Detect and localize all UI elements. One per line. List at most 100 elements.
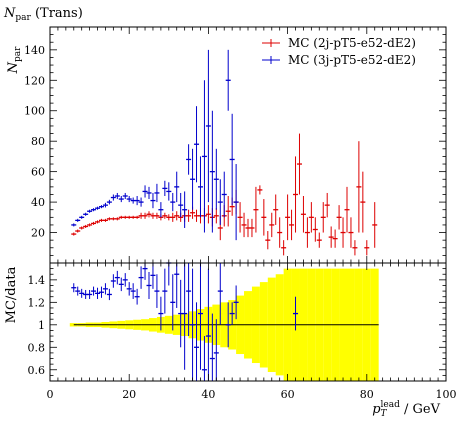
- series-0-point-68: [340, 217, 346, 248]
- ratio-point-29: [186, 263, 192, 337]
- series-0-point-29: [186, 209, 192, 222]
- series-0-point-69: [344, 186, 350, 233]
- series-0-point-74: [364, 240, 370, 256]
- y-tick-label-5: 120: [24, 74, 45, 87]
- series-1-point-18: [142, 185, 148, 198]
- ratio-point-31: [194, 302, 200, 381]
- ratio-points-layer: [71, 262, 299, 381]
- ratio-point-12: [118, 277, 124, 292]
- series-1-point-38: [221, 171, 227, 218]
- ratio-y-tick-label-1: 0.8: [28, 341, 46, 354]
- series-1-point-32: [197, 156, 203, 218]
- ratio-point-35: [209, 313, 215, 381]
- series-0-point-66: [332, 229, 338, 248]
- series-0-point-36: [213, 208, 219, 224]
- ratio-point-23: [162, 268, 168, 314]
- series-1-point-39: [225, 49, 231, 111]
- series-0-point-3: [83, 224, 89, 228]
- ratio-point-22: [158, 296, 164, 331]
- ratio-point-10: [110, 274, 116, 288]
- series-0-point-61: [312, 217, 318, 242]
- series-0-point-39: [225, 196, 231, 227]
- series-0-point-67: [336, 205, 342, 230]
- xlabel-main: p: [372, 402, 381, 417]
- ratio-y-tick-label-3: 1.2: [28, 296, 46, 309]
- ratio-point-7: [98, 286, 104, 298]
- series-1-point-4: [87, 209, 93, 213]
- series-0-point-70: [348, 217, 354, 248]
- chart-title: Npar (Trans): [3, 6, 83, 23]
- series-0-point-26: [174, 211, 180, 221]
- series-1-point-28: [182, 191, 188, 228]
- series-1-point-25: [170, 192, 176, 212]
- ratio-point-16: [134, 288, 140, 305]
- series-0-point-49: [265, 231, 271, 250]
- ratio-y-tick-label-2: 1: [38, 319, 45, 332]
- ticks-layer: 0 20 40 60 80 100 20 40 60 80 100 120 140 0.6 0.8 1 1.2 1…: [24, 26, 457, 401]
- series-1-point-1: [75, 218, 81, 222]
- series-1-point-40: [229, 113, 235, 206]
- series-1-point-41: [233, 164, 239, 241]
- series-0-point-45: [249, 218, 255, 238]
- series-0-point-60: [308, 202, 314, 233]
- ratio-point-9: [106, 288, 112, 301]
- ratio-y-tick-label-4: 1.4: [28, 274, 46, 287]
- y-tick-label-1: 40: [31, 196, 45, 209]
- series-1-point-8: [102, 202, 108, 208]
- x-tick-label-2: 40: [201, 388, 215, 401]
- series-0-point-53: [281, 240, 287, 256]
- legend-label-red: MC (2j-pT5-e52-dE2): [288, 36, 416, 50]
- series-0-point-42: [237, 202, 243, 233]
- ratio-point-37: [217, 263, 223, 325]
- ratio-point-26: [174, 263, 180, 308]
- series-0-point-43: [241, 212, 247, 238]
- series-0-point-8: [102, 218, 108, 222]
- series-0-point-0: [71, 232, 77, 236]
- ratio-point-41: [293, 296, 299, 331]
- ylabel-main: N: [6, 61, 21, 74]
- legend-label-blue: MC (3j-pT5-e52-dE2): [288, 53, 416, 67]
- y-axis-label: Npar: [6, 46, 23, 75]
- series-1-point-20: [150, 192, 156, 209]
- series-0-point-58: [300, 196, 306, 233]
- xlabel-sub: T: [381, 409, 388, 419]
- series-0-point-21: [154, 212, 160, 219]
- xlabel-sup: lead: [381, 400, 401, 410]
- series-1-point-10: [110, 194, 116, 201]
- x-tick-label-5: 100: [436, 388, 457, 401]
- series-0-point-64: [324, 192, 330, 218]
- series-0-point-16: [134, 215, 140, 219]
- title-main: N: [3, 6, 16, 21]
- ratio-point-32: [197, 263, 203, 370]
- ratio-point-30: [190, 268, 196, 381]
- series-1-point-14: [126, 196, 132, 203]
- x-axis-label: pTlead / GeV: [372, 400, 440, 419]
- series-1-point-5: [91, 208, 97, 212]
- series-0-point-18: [142, 212, 148, 219]
- ratio-point-15: [130, 283, 136, 299]
- series-1-point-30: [190, 148, 196, 210]
- ratio-point-17: [138, 266, 144, 289]
- series-1-point-35: [209, 110, 215, 233]
- y-tick-label-3: 80: [31, 135, 45, 148]
- ratio-point-0: [71, 283, 77, 293]
- ratio-point-11: [114, 270, 120, 285]
- y-tick-label-0: 20: [31, 227, 45, 240]
- series-1-point-26: [174, 171, 180, 203]
- ylabel-sub: par: [13, 46, 23, 62]
- series-1-point-22: [158, 202, 164, 218]
- series-0-point-11: [114, 217, 120, 221]
- series-0-point-51: [273, 194, 279, 225]
- series-0-point-47: [257, 185, 263, 195]
- series-0-point-56: [293, 156, 299, 233]
- series-1-point-11: [114, 192, 120, 200]
- x-tick-label-3: 60: [281, 388, 295, 401]
- title-sub: par: [15, 13, 31, 23]
- series-0-point-6: [95, 220, 101, 224]
- series-0-point-75: [372, 202, 378, 248]
- x-tick-label-0: 0: [47, 388, 54, 401]
- series-1-point-19: [146, 186, 152, 200]
- series-0-point-23: [162, 212, 168, 219]
- xlabel-unit: / GeV: [400, 402, 441, 417]
